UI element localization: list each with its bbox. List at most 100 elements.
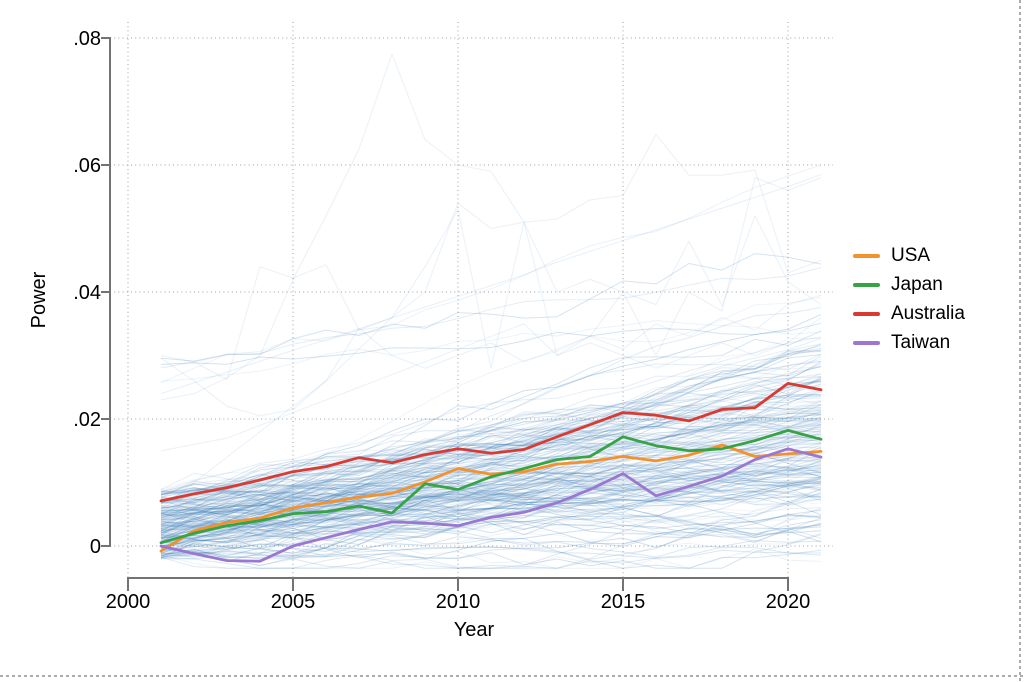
background-line xyxy=(160,407,822,529)
outlier-line xyxy=(160,177,822,452)
background-line xyxy=(160,428,822,502)
background-line xyxy=(160,164,822,384)
background-line xyxy=(160,424,822,529)
background-line xyxy=(160,452,822,531)
background-line xyxy=(160,426,822,539)
background-line xyxy=(160,456,822,504)
page-border-bottom xyxy=(0,675,1024,677)
x-tick-label: 2020 xyxy=(766,591,811,613)
background-line xyxy=(160,477,822,538)
background-line xyxy=(160,380,822,525)
background-line xyxy=(160,431,822,544)
background-line xyxy=(160,423,822,500)
background-line xyxy=(160,448,822,536)
background-line xyxy=(160,468,822,516)
background-line xyxy=(160,297,822,516)
background-line xyxy=(160,359,822,493)
background-line xyxy=(160,330,822,540)
background-line xyxy=(160,470,822,545)
background-line xyxy=(160,403,822,517)
background-line xyxy=(160,442,822,529)
background-line xyxy=(160,470,822,534)
background-line xyxy=(160,460,822,558)
series-line-japan xyxy=(159,428,823,545)
background-line xyxy=(160,490,822,531)
series-line-australia xyxy=(159,381,823,503)
background-line xyxy=(160,419,822,509)
background-line xyxy=(160,462,822,526)
background-line xyxy=(160,478,822,551)
y-tick-label: 0 xyxy=(90,536,101,558)
background-line xyxy=(160,416,822,502)
x-tick-label: 2015 xyxy=(601,591,646,613)
background-line xyxy=(160,381,822,495)
background-line xyxy=(160,419,822,547)
legend-item-japan: Japan xyxy=(853,270,965,299)
background-line xyxy=(160,395,822,541)
background-line xyxy=(160,337,822,492)
y-tick-label: .04 xyxy=(73,282,101,304)
background-line xyxy=(160,485,822,519)
background-line xyxy=(160,492,822,558)
background-line xyxy=(160,404,822,504)
y-tick-label: .02 xyxy=(73,409,101,431)
background-line xyxy=(160,546,822,559)
background-line xyxy=(160,473,822,528)
background-line xyxy=(160,493,822,553)
background-line xyxy=(160,400,822,518)
outlier-line xyxy=(160,53,822,401)
background-line xyxy=(160,419,822,535)
background-line xyxy=(160,413,822,516)
background-line xyxy=(160,336,822,501)
background-line xyxy=(160,480,822,504)
background-line xyxy=(160,478,822,512)
background-line xyxy=(160,355,822,513)
legend-item-australia: Australia xyxy=(853,299,965,328)
background-line xyxy=(160,394,822,502)
background-line xyxy=(160,468,822,512)
background-line xyxy=(160,483,822,506)
background-line xyxy=(160,462,822,547)
background-line xyxy=(160,347,822,514)
background-line xyxy=(160,412,822,530)
background-line xyxy=(160,454,822,544)
background-line xyxy=(160,487,822,569)
background-line xyxy=(160,420,822,514)
background-line xyxy=(160,478,822,529)
legend-label: Taiwan xyxy=(891,331,951,353)
background-line xyxy=(160,363,822,515)
background-line xyxy=(160,349,822,532)
background-line xyxy=(160,480,822,542)
background-line xyxy=(160,463,822,550)
background-line xyxy=(160,383,822,529)
background-line xyxy=(160,446,822,555)
background-line xyxy=(160,532,822,569)
background-line xyxy=(160,396,822,524)
background-line xyxy=(160,521,822,544)
background-line xyxy=(160,400,822,535)
legend: USA Japan Australia Taiwan xyxy=(853,241,965,357)
background-line xyxy=(160,478,822,541)
outlier-line xyxy=(160,208,822,509)
legend-swatch-usa xyxy=(853,253,880,258)
background-line xyxy=(161,436,822,531)
outlier-line xyxy=(160,173,822,395)
background-line xyxy=(160,407,822,547)
background-line xyxy=(160,394,822,510)
background-line xyxy=(160,373,822,512)
background-line xyxy=(160,379,822,515)
background-line xyxy=(160,464,822,503)
background-line xyxy=(160,507,822,548)
background-line xyxy=(160,502,822,556)
background-line xyxy=(160,385,822,499)
y-tick-label: .06 xyxy=(73,155,101,177)
background-line xyxy=(160,267,822,369)
background-line xyxy=(160,469,822,544)
background-line xyxy=(160,424,822,514)
background-line xyxy=(160,481,822,518)
background-line xyxy=(160,484,822,530)
background-line xyxy=(160,482,822,534)
